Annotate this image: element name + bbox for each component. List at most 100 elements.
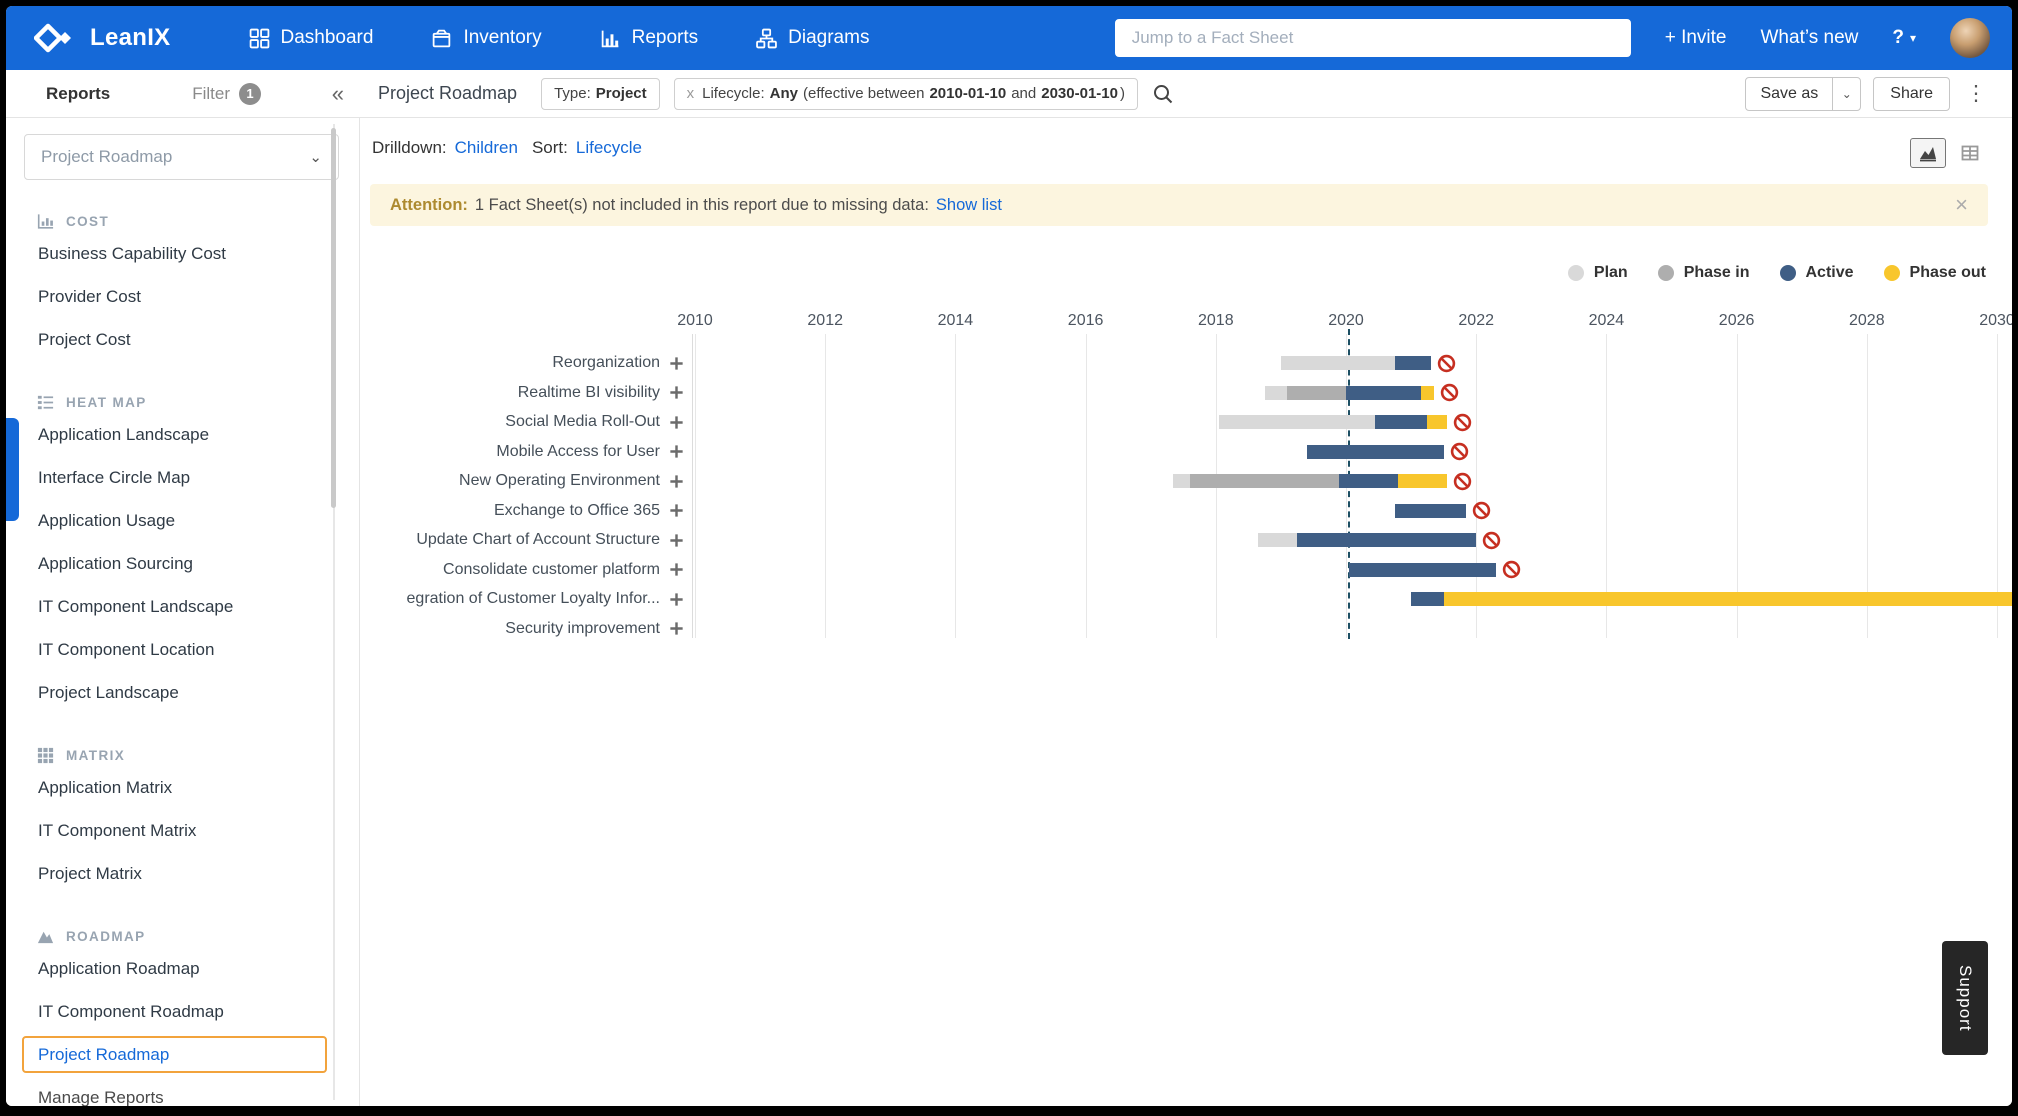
- row-plus-icon[interactable]: [668, 414, 685, 431]
- sidebar-item-project-cost[interactable]: Project Cost: [38, 329, 131, 349]
- share-button[interactable]: Share: [1873, 76, 1950, 111]
- gantt-row-label-security-improvement[interactable]: Security improvement: [505, 619, 660, 637]
- sidebar-scrollbar-thumb[interactable]: [331, 128, 336, 508]
- sort-lifecycle-link[interactable]: Lifecycle: [575, 138, 642, 157]
- sidebar-item-it-component-landscape[interactable]: IT Component Landscape: [38, 596, 234, 616]
- collapsed-panel-tab[interactable]: [6, 418, 19, 521]
- sidebar-item-interface-circle-map[interactable]: Interface Circle Map: [38, 467, 191, 487]
- gantt-bar-active[interactable]: [1297, 533, 1477, 547]
- blocked-icon: [1482, 531, 1501, 550]
- sidebar-item-provider-cost[interactable]: Provider Cost: [38, 286, 141, 306]
- gantt-bar-active[interactable]: [1306, 444, 1444, 459]
- gantt-row-label-realtime-bi-visibility[interactable]: Realtime BI visibility: [517, 383, 660, 401]
- gantt-bar-plan[interactable]: [1173, 474, 1190, 488]
- report-selector-dropdown[interactable]: Project Roadmap ⌄: [24, 134, 339, 180]
- gantt-bar-phase_out[interactable]: [1398, 474, 1447, 488]
- tab-reports[interactable]: Reports: [46, 83, 111, 103]
- sidebar-section-heat-map: HEAT MAP: [36, 391, 359, 413]
- gantt-row-label-mobile-access-for-user[interactable]: Mobile Access for User: [496, 442, 660, 460]
- gantt-bar-active[interactable]: [1394, 503, 1467, 518]
- remove-filter-icon[interactable]: x: [686, 85, 695, 102]
- gantt-bar-active[interactable]: [1346, 385, 1421, 400]
- gantt-bar-phase_out[interactable]: [1443, 592, 2012, 606]
- sidebar-sections: COST Business Capability Cost Provider Cos…: [6, 210, 359, 1076]
- row-plus-icon[interactable]: [668, 443, 685, 460]
- chart-view-button[interactable]: [1910, 138, 1946, 168]
- sidebar-item-application-sourcing[interactable]: Application Sourcing: [38, 553, 193, 573]
- gantt-bar-active[interactable]: [1349, 562, 1496, 577]
- lifecycle-filter-chip[interactable]: x Lifecycle: Any (effective between 2010…: [673, 77, 1138, 110]
- gantt-bar-active[interactable]: [1339, 474, 1399, 488]
- sidebar-item-application-usage[interactable]: Application Usage: [38, 510, 176, 530]
- gantt-row-label-reorganization[interactable]: Reorganization: [552, 354, 660, 371]
- nav-dashboard[interactable]: Dashboard: [249, 27, 374, 49]
- sidebar-item-project-roadmap[interactable]: Project Roadmap: [6, 1033, 359, 1076]
- sidebar-item-application-landscape[interactable]: Application Landscape: [38, 424, 210, 444]
- collapse-sidebar-icon[interactable]: «: [331, 80, 344, 106]
- sidebar-item-project-matrix[interactable]: Project Matrix: [38, 863, 142, 883]
- row-plus-icon[interactable]: [668, 355, 685, 372]
- more-menu-button[interactable]: ⋮: [1962, 76, 1990, 111]
- gantt-row-label-update-chart-of-account-structure[interactable]: Update Chart of Account Structure: [416, 531, 660, 548]
- save-as-dropdown-icon[interactable]: ⌄: [1832, 77, 1860, 110]
- fact-sheet-search: [1114, 19, 1631, 57]
- row-plus-icon[interactable]: [668, 532, 685, 549]
- gantt-bar-active[interactable]: [1411, 592, 1444, 606]
- gantt-bar-plan[interactable]: [1264, 385, 1288, 400]
- gantt-bar-active[interactable]: [1394, 356, 1431, 370]
- gantt-bar-plan[interactable]: [1258, 533, 1298, 547]
- sidebar-item-application-roadmap[interactable]: Application Roadmap: [38, 958, 200, 978]
- sidebar-item-it-component-location[interactable]: IT Component Location: [38, 639, 215, 659]
- support-tab[interactable]: Support: [1942, 941, 1988, 1055]
- manage-reports-link[interactable]: Manage Reports: [38, 1087, 164, 1107]
- sidebar-item-it-component-roadmap[interactable]: IT Component Roadmap: [38, 1001, 224, 1021]
- row-plus-icon[interactable]: [668, 473, 685, 490]
- cost-icon: [36, 212, 55, 231]
- toolbar: Reports Filter 1 « Project Roadmap Type:…: [6, 70, 2012, 118]
- gantt-row-label-new-operating-environment[interactable]: New Operating Environment: [459, 472, 660, 489]
- gantt-bar-phase_in[interactable]: [1287, 385, 1346, 400]
- save-as-button[interactable]: Save as ⌄: [1745, 76, 1862, 111]
- sidebar-item-it-component-matrix[interactable]: IT Component Matrix: [38, 820, 197, 840]
- legend-label-phase-in: Phase in: [1683, 264, 1750, 281]
- gantt-bar-plan[interactable]: [1219, 415, 1376, 429]
- gantt-bar-plan[interactable]: [1280, 356, 1395, 370]
- show-list-link[interactable]: Show list: [935, 195, 1002, 214]
- gantt-bar-active[interactable]: [1375, 415, 1428, 429]
- type-filter-chip[interactable]: Type: Project: [541, 77, 660, 110]
- gantt-bar-phase_in[interactable]: [1189, 474, 1340, 488]
- sidebar-item-project-landscape[interactable]: Project Landscape: [38, 682, 179, 702]
- row-plus-icon[interactable]: [668, 561, 685, 578]
- nav-diagrams[interactable]: Diagrams: [756, 27, 869, 49]
- row-plus-icon[interactable]: [668, 591, 685, 608]
- lifecycle-and: and: [1011, 85, 1037, 102]
- axis-tick-2026: 2026: [1718, 312, 1755, 329]
- axis-tick-2030: 2030: [1979, 312, 2012, 329]
- gridline-2028: [1866, 334, 1868, 638]
- nav-inventory[interactable]: Inventory: [431, 27, 542, 49]
- sidebar-item-business-capability-cost[interactable]: Business Capability Cost: [38, 243, 227, 263]
- filter-toggle[interactable]: Filter 1: [192, 82, 262, 105]
- leanix-logo[interactable]: LeanIX: [34, 23, 171, 53]
- whats-new-link[interactable]: What’s new: [1760, 27, 1859, 48]
- gantt-row-label-egration-of-customer-loyalty-infor[interactable]: egration of Customer Loyalty Infor...: [406, 590, 660, 607]
- search-icon[interactable]: [1152, 83, 1174, 105]
- sidebar-item-application-matrix[interactable]: Application Matrix: [38, 777, 173, 797]
- drilldown-children-link[interactable]: Children: [454, 138, 518, 157]
- row-plus-icon[interactable]: [668, 502, 685, 519]
- close-banner-icon[interactable]: ×: [1955, 192, 1968, 217]
- nav-label-dashboard: Dashboard: [280, 27, 374, 48]
- nav-reports[interactable]: Reports: [600, 27, 698, 49]
- help-menu[interactable]: ? ▾: [1892, 27, 1916, 49]
- row-plus-icon[interactable]: [668, 620, 685, 637]
- gantt-bar-phase_out[interactable]: [1420, 385, 1434, 400]
- gantt-row-label-social-media-roll-out[interactable]: Social Media Roll-Out: [505, 413, 660, 430]
- user-avatar[interactable]: [1950, 18, 1990, 58]
- table-view-button[interactable]: [1952, 138, 1988, 168]
- gantt-bar-phase_out[interactable]: [1427, 415, 1447, 429]
- search-input[interactable]: [1114, 19, 1631, 57]
- row-plus-icon[interactable]: [668, 384, 685, 401]
- gantt-row-label-consolidate-customer-platform[interactable]: Consolidate customer platform: [443, 560, 660, 578]
- invite-button[interactable]: + Invite: [1664, 27, 1727, 48]
- gantt-row-label-exchange-to-office-365[interactable]: Exchange to Office 365: [493, 501, 660, 519]
